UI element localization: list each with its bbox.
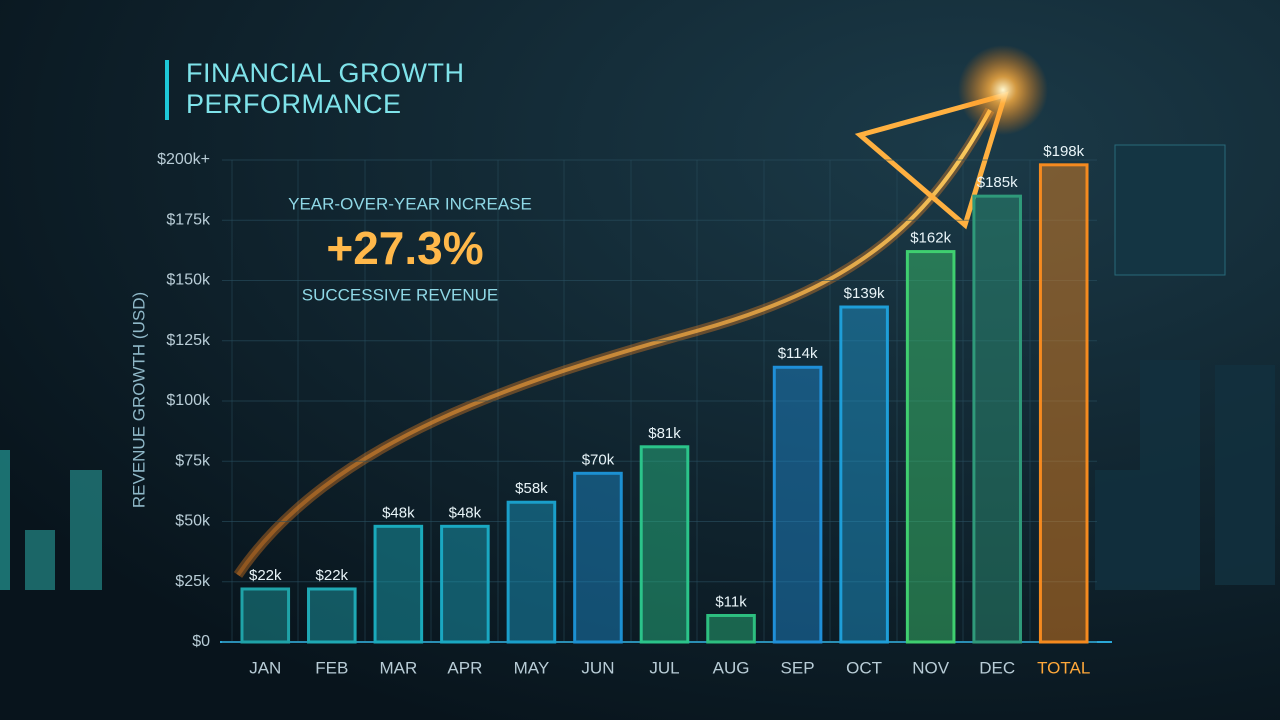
value-label: $185k xyxy=(977,174,1018,191)
y-tick-label: $125k xyxy=(166,332,211,349)
value-label: $22k xyxy=(316,567,349,584)
bar xyxy=(506,500,557,644)
bar xyxy=(706,613,756,644)
bar xyxy=(1038,163,1089,644)
bar xyxy=(905,250,956,644)
chart-title: FINANCIAL GROWTH PERFORMANCE xyxy=(186,58,465,119)
y-tick-label: $200k+ xyxy=(157,151,210,168)
value-label: $58k xyxy=(515,480,548,497)
x-tick-label: MAY xyxy=(514,658,550,677)
annotation: YEAR-OVER-YEAR INCREASE xyxy=(288,194,532,213)
bar xyxy=(972,194,1022,644)
x-tick-label: DEC xyxy=(979,658,1015,677)
x-tick-label: JUL xyxy=(649,658,679,677)
growth-arrow xyxy=(236,109,992,577)
value-label: $162k xyxy=(910,230,951,247)
value-label: $198k xyxy=(1043,143,1084,160)
y-tick-label: $100k xyxy=(166,392,211,409)
value-label: $48k xyxy=(382,504,415,521)
value-label: $139k xyxy=(844,285,885,302)
bar xyxy=(839,305,889,644)
y-axis-label: REVENUE GROWTH (USD) xyxy=(129,292,148,508)
bar xyxy=(373,524,424,644)
bar xyxy=(573,471,623,644)
glow xyxy=(958,45,1048,135)
x-tick-label: AUG xyxy=(713,658,750,677)
value-label: $81k xyxy=(648,425,681,442)
x-tick-label: MAR xyxy=(379,658,417,677)
x-tick-label: FEB xyxy=(315,658,348,677)
bar xyxy=(639,445,690,644)
x-tick-label: SEP xyxy=(781,658,815,677)
title-accent xyxy=(165,60,169,120)
x-tick-label: OCT xyxy=(846,658,882,677)
y-tick-label: $0 xyxy=(192,633,210,650)
value-label: $70k xyxy=(582,451,615,468)
value-label: $114k xyxy=(778,345,818,362)
value-label: $11k xyxy=(715,593,747,610)
y-tick-label: $75k xyxy=(175,452,211,469)
value-label: $22k xyxy=(249,567,282,584)
y-tick-label: $50k xyxy=(175,513,211,530)
annotation-value: +27.3% xyxy=(326,222,483,274)
bar xyxy=(440,524,490,644)
annotation: SUCCESSIVE REVENUE xyxy=(302,285,499,304)
y-tick-label: $175k xyxy=(166,211,211,228)
bar xyxy=(307,587,357,644)
x-tick-label: JAN xyxy=(249,658,281,677)
value-label: $48k xyxy=(449,504,482,521)
y-tick-label: $25k xyxy=(175,573,211,590)
bar xyxy=(240,587,291,644)
x-tick-label: APR xyxy=(447,658,482,677)
x-tick-label: JUN xyxy=(581,658,614,677)
x-tick-label: NOV xyxy=(912,658,950,677)
bar xyxy=(772,365,823,644)
city-skyline xyxy=(0,144,1275,590)
y-tick-label: $150k xyxy=(166,272,211,289)
x-tick-label: TOTAL xyxy=(1037,658,1090,677)
